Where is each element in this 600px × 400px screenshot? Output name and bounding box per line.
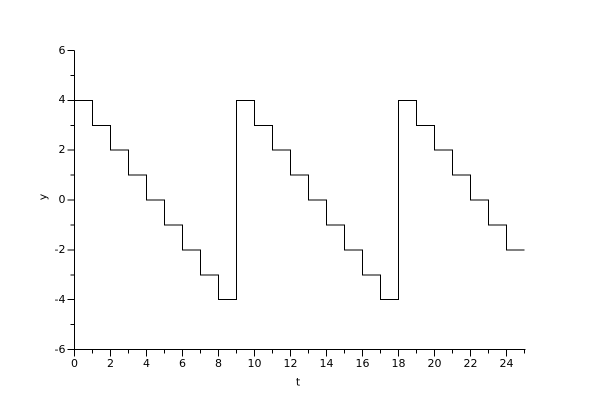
y-axis-label: y — [36, 193, 50, 201]
x-axis-label: t — [295, 375, 301, 389]
series-line — [74, 99, 525, 301]
x-tick-label: 16 — [355, 356, 370, 370]
x-tick-label: 0 — [71, 356, 78, 370]
x-tick-label: 10 — [247, 356, 262, 370]
x-tick-label: 24 — [499, 356, 514, 370]
axes — [67, 50, 526, 357]
series-line-group — [74, 99, 525, 301]
y-tick-label: 6 — [58, 43, 66, 57]
x-tick-label: 8 — [215, 356, 222, 370]
x-tick-label: 22 — [463, 356, 478, 370]
x-tick-label: 6 — [179, 356, 186, 370]
x-tick-label: 12 — [283, 356, 298, 370]
y-tick-label: 2 — [58, 143, 66, 157]
x-tick-label: 2 — [107, 356, 114, 370]
y-tick-label: -4 — [54, 292, 66, 306]
x-tick-label: 14 — [319, 356, 334, 370]
y-tick-label: -2 — [54, 242, 66, 256]
x-tick-label: 18 — [391, 356, 406, 370]
x-tick-label: 4 — [143, 356, 150, 370]
y-tick-label: 4 — [58, 93, 66, 107]
y-tick-label: -6 — [54, 342, 66, 356]
x-tick-label: 20 — [427, 356, 442, 370]
y-tick-label: 0 — [58, 193, 66, 206]
